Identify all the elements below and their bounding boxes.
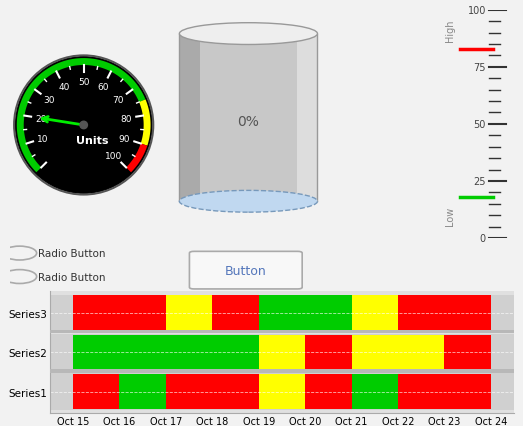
Bar — [283, 35, 290, 202]
Bar — [186, 35, 193, 202]
Bar — [207, 35, 214, 202]
Bar — [193, 35, 200, 202]
Bar — [276, 35, 283, 202]
Bar — [235, 35, 242, 202]
Text: 90: 90 — [119, 135, 130, 144]
Bar — [259, 335, 305, 370]
Text: Radio Button: Radio Button — [38, 272, 106, 282]
Text: 70: 70 — [112, 96, 124, 105]
Text: 100: 100 — [468, 6, 486, 16]
Text: 25: 25 — [473, 177, 486, 187]
Text: Radio Button: Radio Button — [38, 248, 106, 259]
Text: 80: 80 — [120, 115, 132, 124]
Bar — [305, 335, 351, 370]
Text: High: High — [445, 20, 454, 42]
Text: 0: 0 — [480, 233, 486, 244]
Bar — [398, 374, 491, 409]
Text: 60: 60 — [97, 83, 109, 92]
Bar — [290, 35, 297, 202]
Bar — [73, 296, 166, 331]
Ellipse shape — [179, 23, 317, 46]
Bar — [351, 296, 398, 331]
Bar — [248, 35, 255, 202]
Bar — [119, 374, 166, 409]
Text: 50: 50 — [78, 78, 89, 87]
Bar — [304, 35, 311, 202]
Bar — [214, 35, 221, 202]
Bar — [73, 335, 259, 370]
Bar — [166, 296, 212, 331]
Bar — [50, 295, 514, 332]
Text: Units: Units — [76, 135, 109, 146]
Bar — [259, 296, 351, 331]
Text: 0%: 0% — [237, 115, 259, 128]
Text: 100: 100 — [106, 152, 123, 161]
Circle shape — [16, 58, 152, 194]
Bar — [179, 35, 186, 202]
Bar — [73, 374, 119, 409]
Bar — [311, 35, 317, 202]
Bar — [259, 374, 305, 409]
Bar — [398, 296, 491, 331]
Bar — [50, 334, 514, 371]
Bar — [351, 335, 445, 370]
Bar — [351, 374, 398, 409]
Bar — [445, 335, 491, 370]
Bar — [255, 35, 262, 202]
Bar — [305, 374, 351, 409]
Circle shape — [80, 122, 87, 130]
Text: 50: 50 — [473, 120, 486, 130]
Text: Low: Low — [445, 206, 454, 225]
Text: 40: 40 — [59, 83, 70, 92]
FancyBboxPatch shape — [189, 252, 302, 289]
Bar — [297, 35, 304, 202]
Bar — [228, 35, 235, 202]
Bar — [50, 330, 514, 334]
Bar — [200, 35, 207, 202]
Text: 10: 10 — [37, 135, 49, 144]
Bar — [212, 296, 259, 331]
Text: 20: 20 — [36, 115, 47, 124]
Text: Button: Button — [225, 264, 267, 277]
Bar — [262, 35, 269, 202]
Text: 75: 75 — [473, 63, 486, 72]
Bar — [269, 35, 276, 202]
Bar — [166, 374, 259, 409]
Bar — [221, 35, 228, 202]
Bar — [50, 373, 514, 410]
Bar — [50, 369, 514, 373]
Bar — [242, 35, 248, 202]
Text: 30: 30 — [43, 96, 55, 105]
Ellipse shape — [179, 191, 317, 213]
